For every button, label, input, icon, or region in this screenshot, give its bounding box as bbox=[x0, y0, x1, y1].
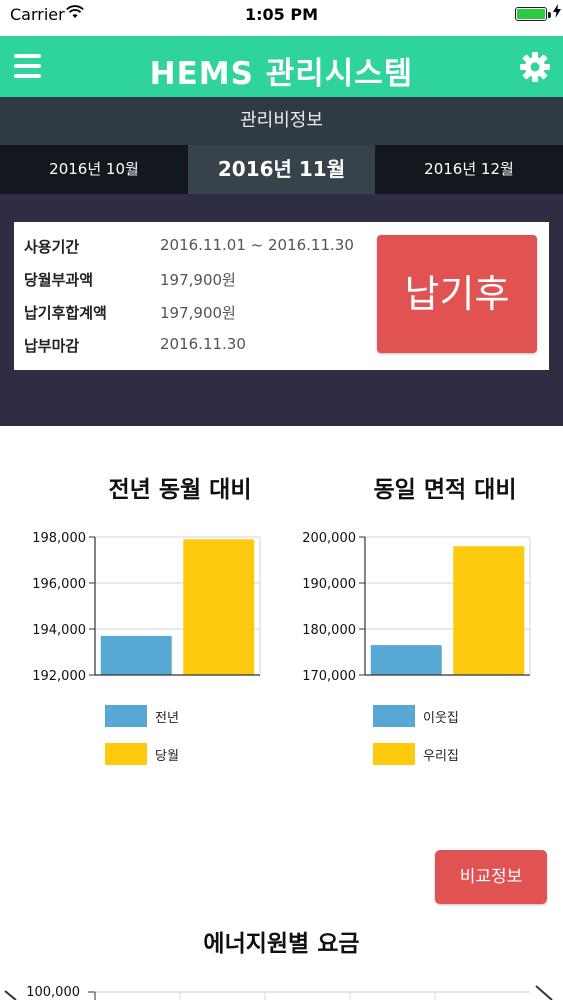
y-tick-label: 198,000 bbox=[32, 531, 86, 546]
info-label: 납기후합계액 bbox=[24, 304, 107, 322]
scroll-left-icon bbox=[4, 990, 17, 1000]
energy-y-tick: 100,000 bbox=[26, 985, 80, 1000]
gear-icon[interactable] bbox=[519, 51, 551, 83]
chart-title: 동일 면적 대비 bbox=[373, 477, 517, 503]
bill-info-panel: 사용기간 2016.11.01 ~ 2016.11.30 당월부과액 197,9… bbox=[0, 194, 563, 426]
month-tabs: 2016년 10월 2016년 11월 2016년 12월 bbox=[0, 145, 563, 194]
energy-section-title: 에너지원별 요금 bbox=[203, 931, 360, 957]
info-value: 197,900원 bbox=[160, 271, 236, 289]
y-tick-label: 180,000 bbox=[302, 623, 356, 638]
info-value: 2016.11.01 ~ 2016.11.30 bbox=[160, 236, 354, 254]
legend-label: 당월 bbox=[155, 749, 179, 764]
info-value: 197,900원 bbox=[160, 304, 236, 322]
y-tick-label: 190,000 bbox=[302, 577, 356, 592]
wifi-icon bbox=[66, 5, 84, 23]
legend-swatch bbox=[105, 705, 147, 727]
info-value: 2016.11.30 bbox=[160, 335, 246, 353]
clock: 1:05 PM bbox=[244, 5, 318, 24]
info-label: 당월부과액 bbox=[24, 271, 94, 289]
y-tick-label: 200,000 bbox=[302, 531, 356, 546]
bar-전년 bbox=[100, 635, 172, 675]
energy-chart: 100,000 bbox=[4, 985, 553, 1000]
chart-title: 전년 동월 대비 bbox=[108, 477, 252, 503]
y-tick-label: 194,000 bbox=[32, 623, 86, 638]
battery-icon bbox=[515, 7, 547, 21]
battery-tip bbox=[548, 12, 551, 18]
legend-label: 전년 bbox=[155, 711, 179, 726]
y-tick-label: 170,000 bbox=[302, 669, 356, 684]
bar-이웃집 bbox=[370, 645, 442, 675]
bar-우리집 bbox=[453, 546, 525, 675]
legend-swatch bbox=[373, 743, 415, 765]
section-title: 관리비정보 bbox=[0, 97, 563, 145]
app-header: HEMS 관리시스템 bbox=[0, 36, 563, 97]
late-payment-button[interactable]: 납기후 bbox=[377, 235, 537, 353]
bar-당월 bbox=[183, 539, 255, 675]
legend-label: 이웃집 bbox=[423, 711, 459, 726]
compare-info-button[interactable]: 비교정보 bbox=[435, 850, 547, 904]
menu-icon[interactable] bbox=[14, 54, 41, 78]
legend-swatch bbox=[105, 743, 147, 765]
y-tick-label: 196,000 bbox=[32, 577, 86, 592]
status-bar: Carrier 1:05 PM bbox=[0, 0, 563, 30]
info-label: 납부마감 bbox=[24, 337, 80, 355]
charging-icon bbox=[553, 4, 561, 22]
bill-info-card: 사용기간 2016.11.01 ~ 2016.11.30 당월부과액 197,9… bbox=[14, 222, 549, 370]
chart-year-compare: 198,000 196,000 194,000 192,000 bbox=[32, 531, 261, 684]
tab-next-month[interactable]: 2016년 12월 bbox=[424, 160, 514, 178]
app-title: HEMS 관리시스템 bbox=[149, 56, 414, 92]
carrier-label: Carrier bbox=[10, 5, 65, 24]
info-label: 사용기간 bbox=[24, 238, 80, 256]
legend-swatch bbox=[373, 705, 415, 727]
chart-area-compare: 200,000 190,000 180,000 170,000 bbox=[302, 531, 531, 684]
y-tick-label: 192,000 bbox=[32, 669, 86, 684]
scroll-right-icon bbox=[535, 985, 553, 1000]
legend-label: 우리집 bbox=[423, 749, 459, 764]
tab-current-month[interactable]: 2016년 11월 bbox=[188, 145, 375, 194]
tab-prev-month[interactable]: 2016년 10월 bbox=[49, 160, 139, 178]
